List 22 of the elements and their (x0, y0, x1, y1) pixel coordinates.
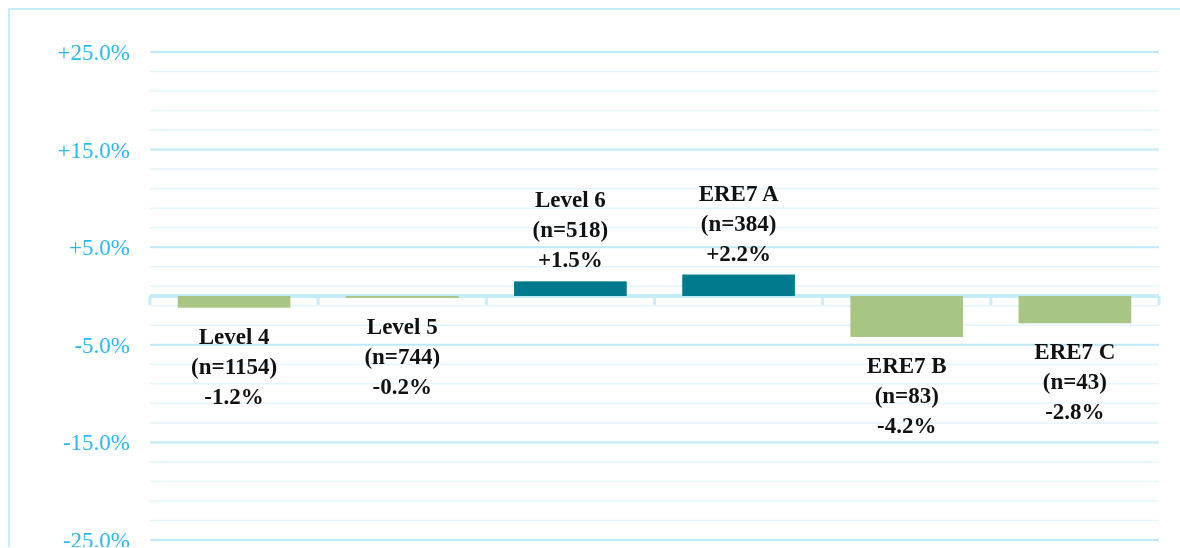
bar (1018, 296, 1132, 324)
bar (177, 296, 291, 308)
x-tick-label: Level 6 (534, 187, 606, 213)
data-label: (n=518) +1.5% (532, 217, 609, 273)
y-tick-label: -15.0% (62, 430, 130, 456)
y-tick-label: +15.0% (57, 137, 130, 163)
y-tick-label: +5.0% (69, 235, 130, 261)
x-tick-label: Level 4 (198, 323, 271, 349)
x-tick-label: ERE7 A (698, 180, 779, 206)
y-tick-label: +25.0% (57, 40, 130, 66)
x-tick-label: Level 5 (366, 313, 438, 339)
y-tick-label: -5.0% (74, 332, 130, 358)
bar (514, 281, 627, 296)
bar (850, 296, 964, 337)
data-label: (n=384) +2.2% (700, 210, 777, 266)
data-label: (n=744) -0.2% (364, 343, 441, 399)
x-tick-label: ERE7 B (866, 352, 947, 378)
data-label: (n=83) -4.2% (874, 382, 939, 438)
bar (682, 274, 795, 296)
data-label: (n=1154) -1.2% (191, 353, 278, 409)
x-tick-label: ERE7 C (1034, 339, 1116, 365)
data-label: (n=43) -2.8% (1042, 369, 1108, 425)
